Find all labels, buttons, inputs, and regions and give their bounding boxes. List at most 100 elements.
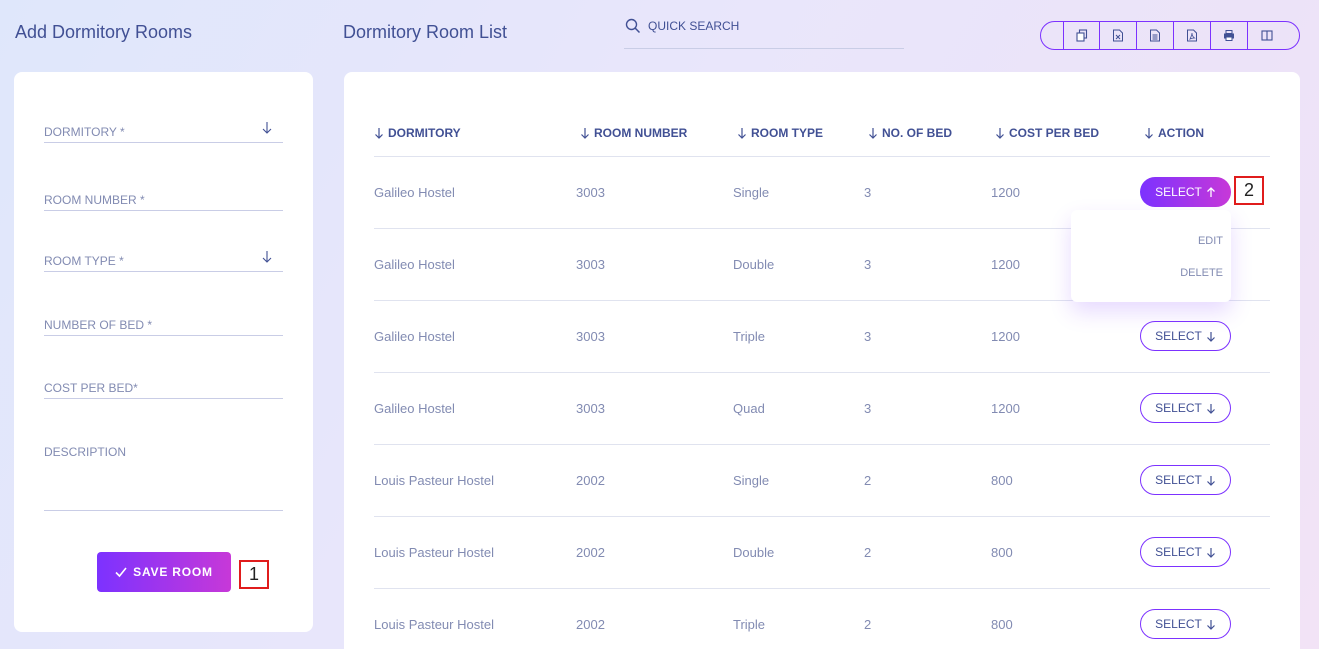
number-of-bed-label: NUMBER OF BED * <box>44 318 153 332</box>
col-action[interactable]: ACTION <box>1144 126 1204 140</box>
cell-no-of-bed: 3 <box>864 257 872 272</box>
table-row: Louis Pasteur Hostel 2002 Triple 2 800 S… <box>374 589 1270 649</box>
select-label: SELECT <box>1155 401 1202 415</box>
edit-menu-item[interactable]: EDIT <box>1197 235 1223 247</box>
arrow-down-icon <box>1206 331 1215 342</box>
select-label: SELECT <box>1155 329 1202 343</box>
columns-icon <box>1260 30 1273 41</box>
search-input[interactable] <box>648 19 888 33</box>
print-icon <box>1224 30 1234 41</box>
export-toolbar <box>1040 21 1300 50</box>
room-list-card: DORMITORY ROOM NUMBER ROOM TYPE NO. OF B… <box>344 72 1300 649</box>
dormitory-label: DORMITORY * <box>44 125 125 139</box>
cell-no-of-bed: 3 <box>864 185 872 200</box>
col-cost-per-bed-label: COST PER BED <box>1009 126 1100 140</box>
col-dormitory-label: DORMITORY <box>388 126 461 140</box>
search-icon <box>625 18 641 34</box>
check-icon <box>115 567 127 578</box>
cell-dormitory: Louis Pasteur Hostel <box>374 617 494 632</box>
table-row: Louis Pasteur Hostel 2002 Double 2 800 S… <box>374 517 1270 589</box>
cell-dormitory: Louis Pasteur Hostel <box>374 545 494 560</box>
table-row: Galileo Hostel 3003 Double 3 1200 <box>374 229 1270 301</box>
cell-dormitory: Galileo Hostel <box>374 185 455 200</box>
save-room-button[interactable]: SAVE ROOM <box>97 552 231 592</box>
select-label: SELECT <box>1155 545 1202 559</box>
cell-room-number: 3003 <box>576 257 605 272</box>
cell-cost-per-bed: 1200 <box>991 329 1020 344</box>
cell-room-type: Double <box>733 257 775 272</box>
col-room-type-label: ROOM TYPE <box>751 126 824 140</box>
select-button[interactable]: SELECT <box>1140 177 1231 207</box>
cell-no-of-bed: 2 <box>864 473 872 488</box>
description-label: DESCRIPTION <box>44 445 127 459</box>
save-room-label: SAVE ROOM <box>133 565 213 579</box>
delete-menu-item[interactable]: DELETE <box>1180 267 1223 279</box>
cell-no-of-bed: 3 <box>864 401 872 416</box>
room-type-label: ROOM TYPE * <box>44 254 124 268</box>
cost-per-bed-label: COST PER BED* <box>44 381 138 395</box>
cell-room-number: 2002 <box>576 617 605 632</box>
select-button[interactable]: SELECT <box>1140 609 1231 639</box>
col-no-of-bed-label: NO. OF BED <box>882 126 953 140</box>
cell-room-type: Single <box>733 185 770 200</box>
copy-button[interactable] <box>1063 22 1100 49</box>
cell-dormitory: Galileo Hostel <box>374 401 455 416</box>
sort-arrow-icon <box>581 128 589 139</box>
arrow-up-icon <box>1206 186 1215 197</box>
arrow-down-icon <box>1206 619 1215 630</box>
cell-cost-per-bed: 800 <box>991 545 1013 560</box>
select-label: SELECT <box>1155 617 1202 631</box>
annotation-marker-1: 1 <box>239 560 269 589</box>
print-button[interactable] <box>1211 22 1248 49</box>
cell-room-number: 3003 <box>576 401 605 416</box>
action-dropdown-menu: EDIT DELETE <box>1071 210 1231 302</box>
table-header: DORMITORY ROOM NUMBER ROOM TYPE NO. OF B… <box>374 120 1270 157</box>
dormitory-select[interactable]: DORMITORY * <box>44 121 283 143</box>
col-cost-per-bed[interactable]: COST PER BED <box>995 126 1099 140</box>
annotation-marker-2: 2 <box>1234 176 1264 205</box>
excel-icon <box>1113 29 1123 42</box>
csv-button[interactable] <box>1137 22 1174 49</box>
select-button[interactable]: SELECT <box>1140 465 1231 495</box>
columns-button[interactable] <box>1248 22 1285 49</box>
room-number-input[interactable]: ROOM NUMBER * <box>44 189 283 211</box>
cell-cost-per-bed: 800 <box>991 473 1013 488</box>
sort-arrow-icon <box>996 128 1004 139</box>
select-label: SELECT <box>1155 185 1202 199</box>
pdf-button[interactable] <box>1174 22 1211 49</box>
cell-no-of-bed: 2 <box>864 545 872 560</box>
quick-search[interactable] <box>624 12 904 49</box>
room-type-select[interactable]: ROOM TYPE * <box>44 250 283 272</box>
cell-dormitory: Galileo Hostel <box>374 329 455 344</box>
cost-per-bed-input[interactable]: COST PER BED* <box>44 377 283 399</box>
col-dormitory[interactable]: DORMITORY <box>374 126 461 140</box>
cell-no-of-bed: 3 <box>864 329 872 344</box>
col-action-label: ACTION <box>1158 126 1204 140</box>
cell-dormitory: Louis Pasteur Hostel <box>374 473 494 488</box>
cell-room-number: 2002 <box>576 545 605 560</box>
col-no-of-bed[interactable]: NO. OF BED <box>868 126 952 140</box>
table-row: Galileo Hostel 3003 Single 3 1200 SELECT <box>374 157 1270 229</box>
sort-arrow-icon <box>738 128 746 139</box>
add-dormitory-rooms-title: Add Dormitory Rooms <box>15 22 193 42</box>
cell-room-number: 3003 <box>576 329 605 344</box>
dormitory-room-list-title: Dormitory Room List <box>343 22 508 42</box>
select-button[interactable]: SELECT <box>1140 537 1231 567</box>
cell-room-type: Double <box>733 545 775 560</box>
number-of-bed-input[interactable]: NUMBER OF BED * <box>44 314 283 336</box>
select-button[interactable]: SELECT <box>1140 393 1231 423</box>
select-button[interactable]: SELECT <box>1140 321 1231 351</box>
cell-room-number: 3003 <box>576 185 605 200</box>
arrow-down-icon <box>262 122 272 134</box>
col-room-type[interactable]: ROOM TYPE <box>737 126 823 140</box>
description-textarea[interactable]: DESCRIPTION <box>44 441 283 511</box>
table-row: Galileo Hostel 3003 Quad 3 1200 SELECT <box>374 373 1270 445</box>
cell-dormitory: Galileo Hostel <box>374 257 455 272</box>
cell-room-type: Triple <box>733 329 766 344</box>
cell-cost-per-bed: 1200 <box>991 401 1020 416</box>
arrow-down-icon <box>1206 475 1215 486</box>
col-room-number[interactable]: ROOM NUMBER <box>580 126 687 140</box>
excel-button[interactable] <box>1100 22 1137 49</box>
cell-room-type: Triple <box>733 617 766 632</box>
csv-icon <box>1150 29 1160 42</box>
